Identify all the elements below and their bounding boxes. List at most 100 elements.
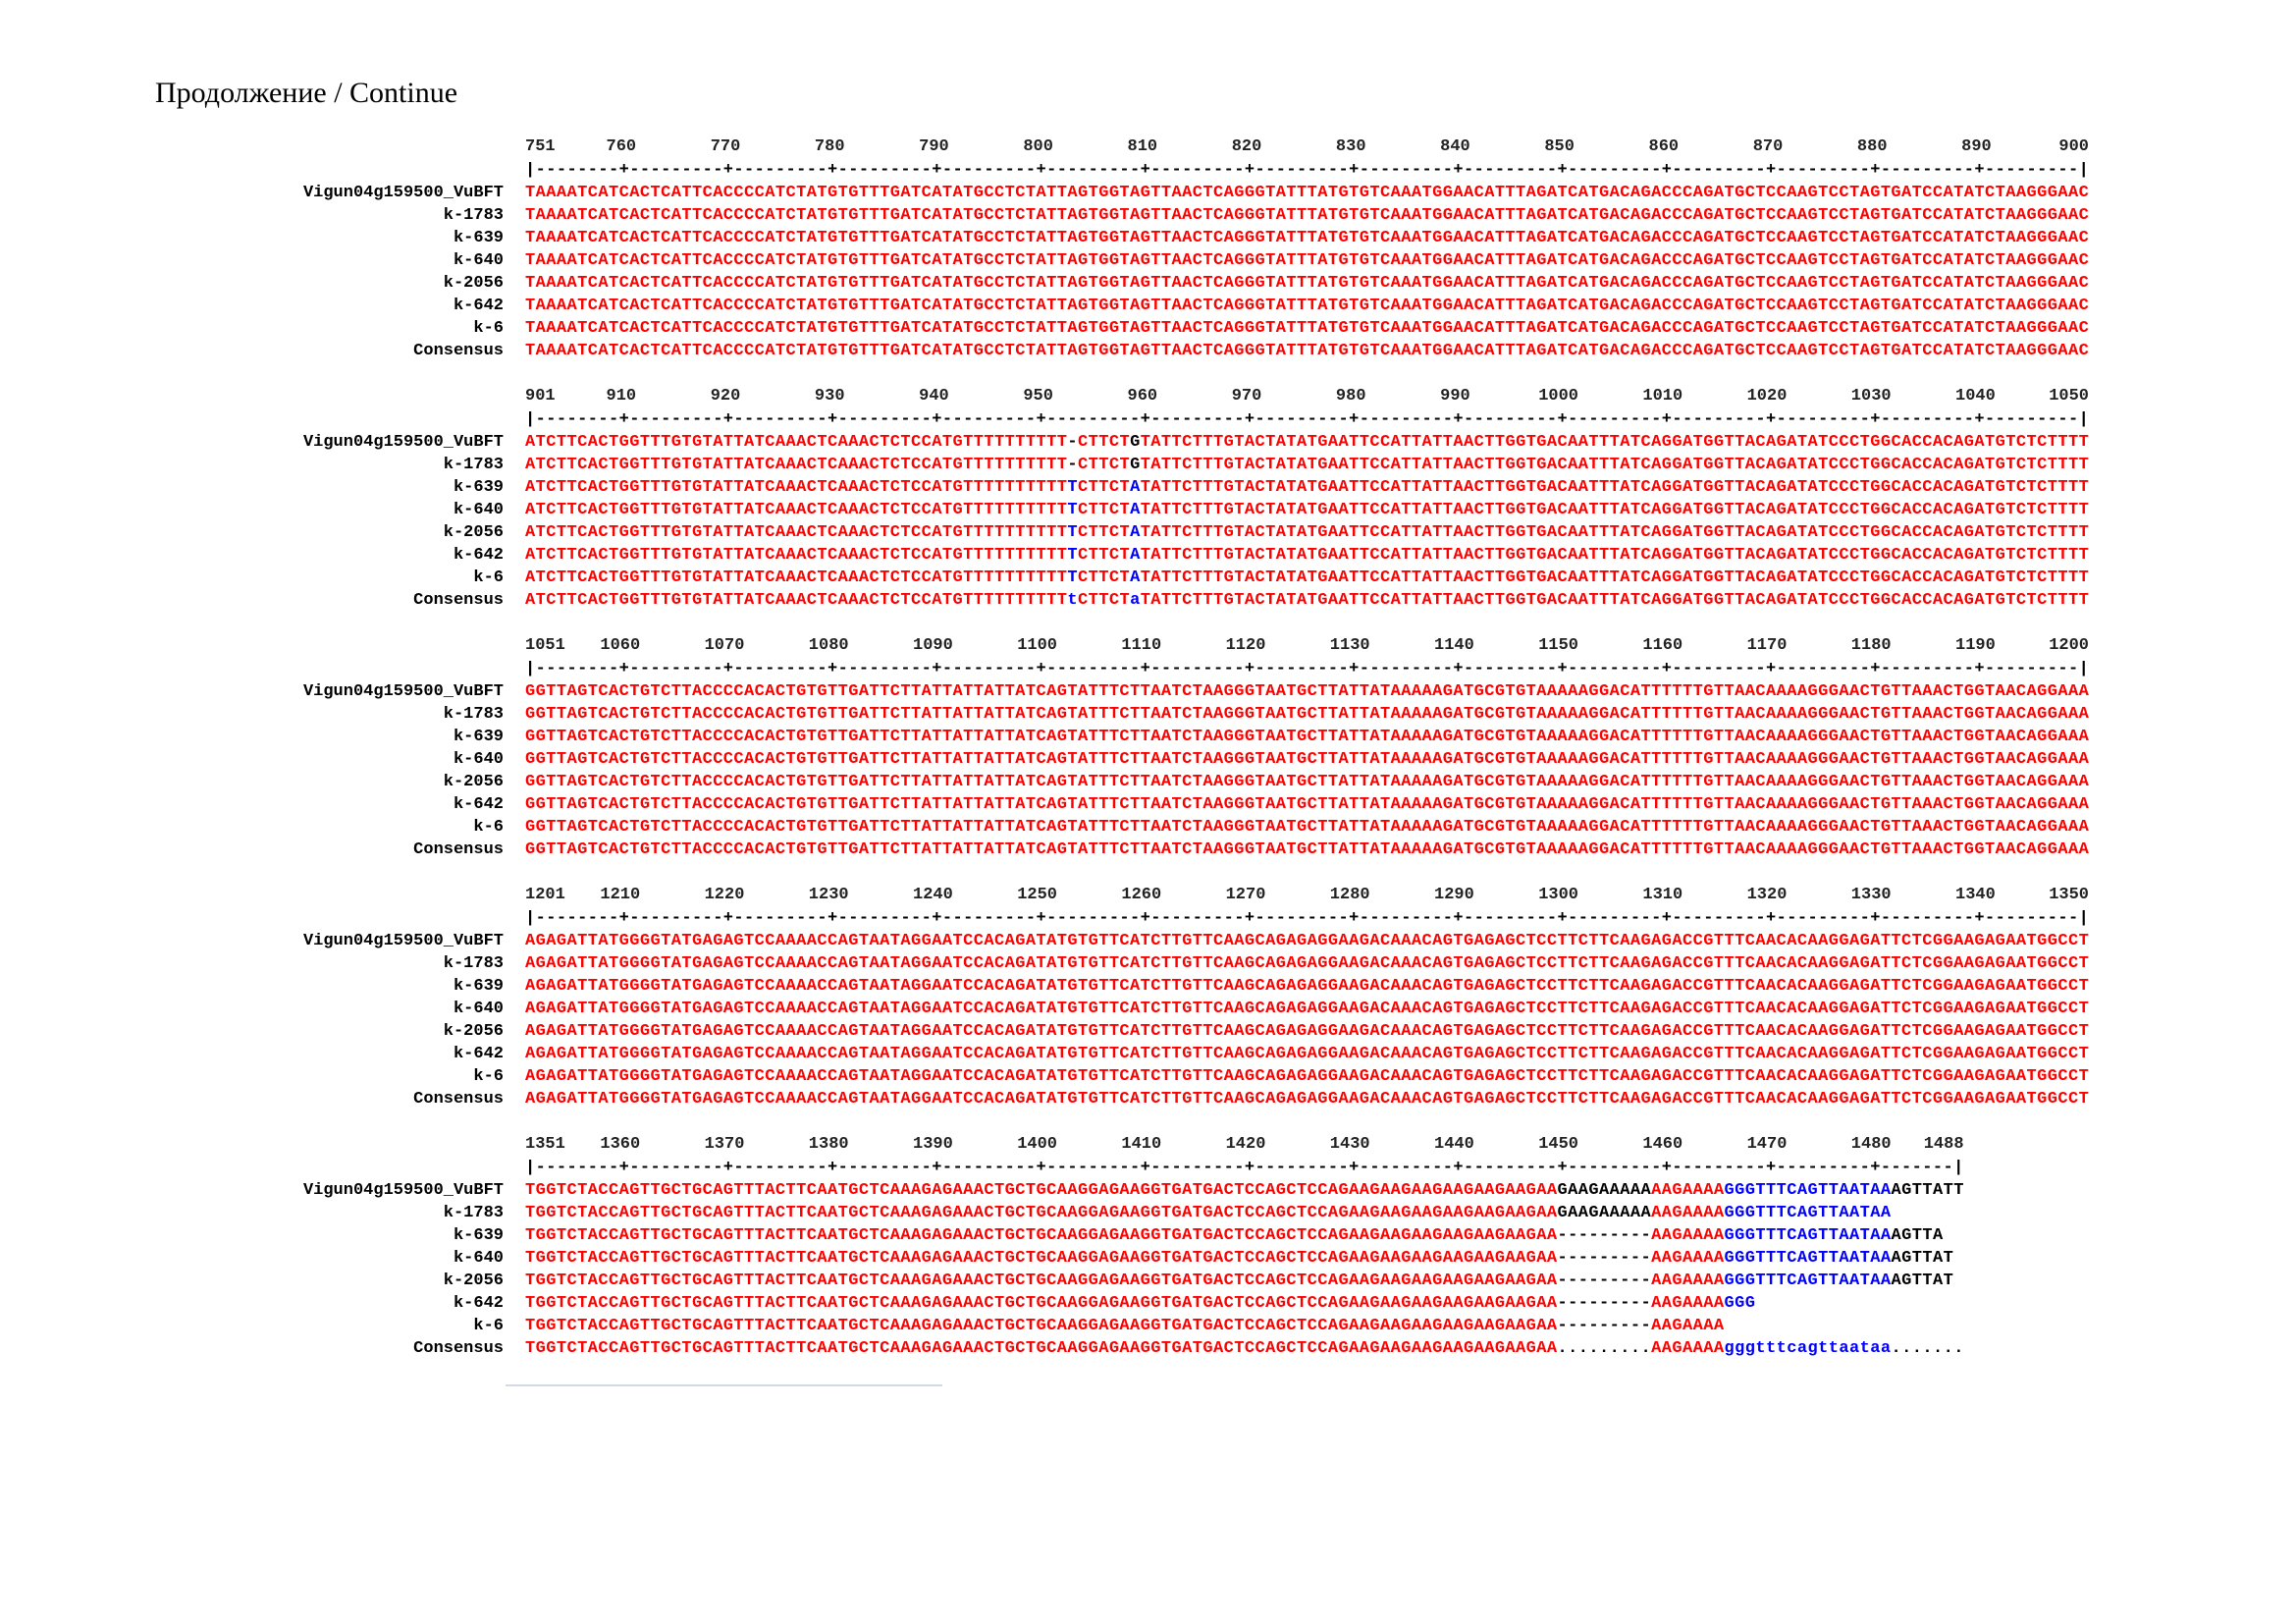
position-label: 1090: [912, 636, 953, 655]
divergent-segment: AGTTATT: [1891, 1181, 1964, 1200]
variant-segment: GGG: [1724, 1294, 1756, 1313]
position-label: 980: [1335, 387, 1366, 406]
position-label: 840: [1440, 137, 1470, 156]
sequence-row: TAAAATCATCACTCATTCACCCCATCTATGTGTTTGATCA…: [525, 274, 2089, 293]
conserved-segment: AAGAAAA: [1651, 1226, 1725, 1245]
position-label: 880: [1856, 137, 1888, 156]
conserved-segment: ATCTTCACTGGTTTGTGTATTATCAAACTCAAACTCTCCA…: [525, 591, 1068, 610]
sequence-name: k-6: [473, 818, 504, 837]
ruler-line: |--------+---------+---------+---------+…: [525, 161, 2090, 180]
conserved-segment: ATCTTCACTGGTTTGTGTATTATCAAACTCAAACTCTCCA…: [525, 456, 1068, 474]
consensus-sequence: AGAGATTATGGGGTATGAGAGTCCAAAACCAGTAATAGGA…: [525, 1090, 2089, 1109]
conserved-segment: ATCTTCACTGGTTTGTGTATTATCAAACTCAAACTCTCCA…: [525, 478, 1068, 497]
divergent-segment: AGTTA: [1891, 1226, 1944, 1245]
position-label: 1460: [1642, 1135, 1683, 1154]
ruler-line: |--------+---------+---------+---------+…: [525, 660, 2090, 678]
sequence-row: TGGTCTACCAGTTGCTGCAGTTTACTTCAATGCTCAAAGA…: [525, 1294, 1755, 1313]
conserved-segment: CTTCT: [1077, 478, 1131, 497]
sequence-name: Vigun04g159500_VuBFT: [302, 184, 504, 202]
divergent-segment: G: [1130, 433, 1141, 452]
sequence-name: k-6: [473, 1067, 504, 1086]
conserved-segment: TAAAATCATCACTCATTCACCCCATCTATGTGTTTGATCA…: [525, 206, 2090, 225]
position-label: 1150: [1538, 636, 1579, 655]
sequence-row: ATCTTCACTGGTTTGTGTATTATCAAACTCAAACTCTCCA…: [525, 546, 2089, 565]
position-label: 1120: [1225, 636, 1266, 655]
sequence-name: k-640: [453, 1000, 504, 1018]
divergent-segment: -: [1067, 456, 1078, 474]
divergent-segment: AGTTAT: [1891, 1249, 1954, 1268]
conserved-segment: AGAGATTATGGGGTATGAGAGTCCAAAACCAGTAATAGGA…: [525, 1022, 2090, 1041]
variant-segment: a: [1130, 591, 1141, 610]
position-label: 1110: [1121, 636, 1162, 655]
conserved-segment: AAGAAAA: [1651, 1249, 1725, 1268]
sequence-row: GGTTAGTCACTGTCTTACCCCACACTGTGTTGATTCTTAT…: [525, 728, 2089, 746]
position-label: 1140: [1433, 636, 1474, 655]
sequence-name: k-642: [453, 795, 504, 814]
position-label: 901: [525, 387, 556, 406]
variant-segment: GGGTTTCAGTTAATAA: [1724, 1272, 1892, 1290]
conserved-segment: TGGTCTACCAGTTGCTGCAGTTTACTTCAATGCTCAAAGA…: [525, 1181, 1558, 1200]
sequence-name: k-2056: [443, 274, 504, 293]
position-label: 1280: [1329, 886, 1370, 904]
conserved-segment: GGTTAGTCACTGTCTTACCCCACACTGTGTTGATTCTTAT…: [525, 682, 2090, 701]
position-label: 780: [814, 137, 845, 156]
position-label: 1390: [912, 1135, 953, 1154]
variant-segment: T: [1067, 568, 1078, 587]
position-label: 1320: [1746, 886, 1788, 904]
sequence-row: TGGTCTACCAGTTGCTGCAGTTTACTTCAATGCTCAAAGA…: [525, 1181, 1964, 1200]
position-label: 1370: [704, 1135, 745, 1154]
conserved-segment: TGGTCTACCAGTTGCTGCAGTTTACTTCAATGCTCAAAGA…: [525, 1294, 1558, 1313]
divergent-segment: .......: [1891, 1339, 1964, 1358]
sequence-row: ATCTTCACTGGTTTGTGTATTATCAAACTCAAACTCTCCA…: [525, 456, 2089, 474]
position-label: 1070: [704, 636, 745, 655]
conserved-segment: AGAGATTATGGGGTATGAGAGTCCAAAACCAGTAATAGGA…: [525, 1067, 2090, 1086]
variant-segment: A: [1130, 501, 1141, 519]
sequence-row: TGGTCTACCAGTTGCTGCAGTTTACTTCAATGCTCAAAGA…: [525, 1226, 1944, 1245]
sequence-name: k-2056: [443, 773, 504, 791]
sequence-name: k-642: [453, 546, 504, 565]
position-label: 850: [1544, 137, 1575, 156]
sequence-name: k-640: [453, 501, 504, 519]
conserved-segment: GGTTAGTCACTGTCTTACCCCACACTGTGTTGATTCTTAT…: [525, 728, 2090, 746]
position-label: 1000: [1538, 387, 1579, 406]
position-label: 1290: [1433, 886, 1474, 904]
position-label: 870: [1752, 137, 1784, 156]
sequence-name: k-639: [453, 229, 504, 247]
conserved-segment: TATTCTTTGTACTATATGAATTCCATTATTAACTTGGTGA…: [1140, 523, 2090, 542]
position-label: 1100: [1017, 636, 1058, 655]
conserved-segment: TATTCTTTGTACTATATGAATTCCATTATTAACTTGGTGA…: [1140, 501, 2090, 519]
conserved-segment: CTTCT: [1077, 591, 1131, 610]
sequence-row: GGTTAGTCACTGTCTTACCCCACACTGTGTTGATTCTTAT…: [525, 773, 2089, 791]
position-label: 900: [2058, 137, 2089, 156]
sequence-row: TAAAATCATCACTCATTCACCCCATCTATGTGTTTGATCA…: [525, 229, 2089, 247]
conserved-segment: TAAAATCATCACTCATTCACCCCATCTATGTGTTTGATCA…: [525, 342, 2090, 360]
consensus-sequence: TAAAATCATCACTCATTCACCCCATCTATGTGTTTGATCA…: [525, 342, 2089, 360]
consensus-sequence: ATCTTCACTGGTTTGTGTATTATCAAACTCAAACTCTCCA…: [525, 591, 2089, 610]
sequence-name: k-1783: [443, 1204, 504, 1222]
position-label: 990: [1440, 387, 1470, 406]
consensus-label: Consensus: [413, 1339, 504, 1358]
sequence-name: k-639: [453, 1226, 504, 1245]
position-label: 1210: [600, 886, 641, 904]
variant-segment: T: [1067, 501, 1078, 519]
conserved-segment: GGTTAGTCACTGTCTTACCCCACACTGTGTTGATTCTTAT…: [525, 750, 2090, 769]
divider-line: [506, 1384, 942, 1386]
divergent-segment: ---------: [1557, 1294, 1652, 1313]
sequence-row: TGGTCTACCAGTTGCTGCAGTTTACTTCAATGCTCAAAGA…: [525, 1317, 1725, 1335]
position-label: 930: [814, 387, 845, 406]
variant-segment: GGGTTTCAGTTAATAA: [1724, 1226, 1892, 1245]
conserved-segment: CTTCT: [1077, 523, 1131, 542]
conserved-segment: GGTTAGTCACTGTCTTACCCCACACTGTGTTGATTCTTAT…: [525, 840, 2090, 859]
conserved-segment: ATCTTCACTGGTTTGTGTATTATCAAACTCAAACTCTCCA…: [525, 501, 1068, 519]
consensus-sequence: TGGTCTACCAGTTGCTGCAGTTTACTTCAATGCTCAAAGA…: [525, 1339, 1964, 1358]
variant-segment: gggtttcagttaataa: [1724, 1339, 1892, 1358]
divergent-segment: GAAGAAAAA: [1557, 1204, 1652, 1222]
position-label: 1360: [600, 1135, 641, 1154]
conserved-segment: CTTCT: [1077, 546, 1131, 565]
conserved-segment: AAGAAAA: [1651, 1181, 1725, 1200]
position-label: 940: [919, 387, 949, 406]
sequence-row: ATCTTCACTGGTTTGTGTATTATCAAACTCAAACTCTCCA…: [525, 478, 2089, 497]
position-label: 1200: [2049, 636, 2089, 655]
position-label: 1080: [808, 636, 849, 655]
divergent-segment: GAAGAAAAA: [1557, 1181, 1652, 1200]
